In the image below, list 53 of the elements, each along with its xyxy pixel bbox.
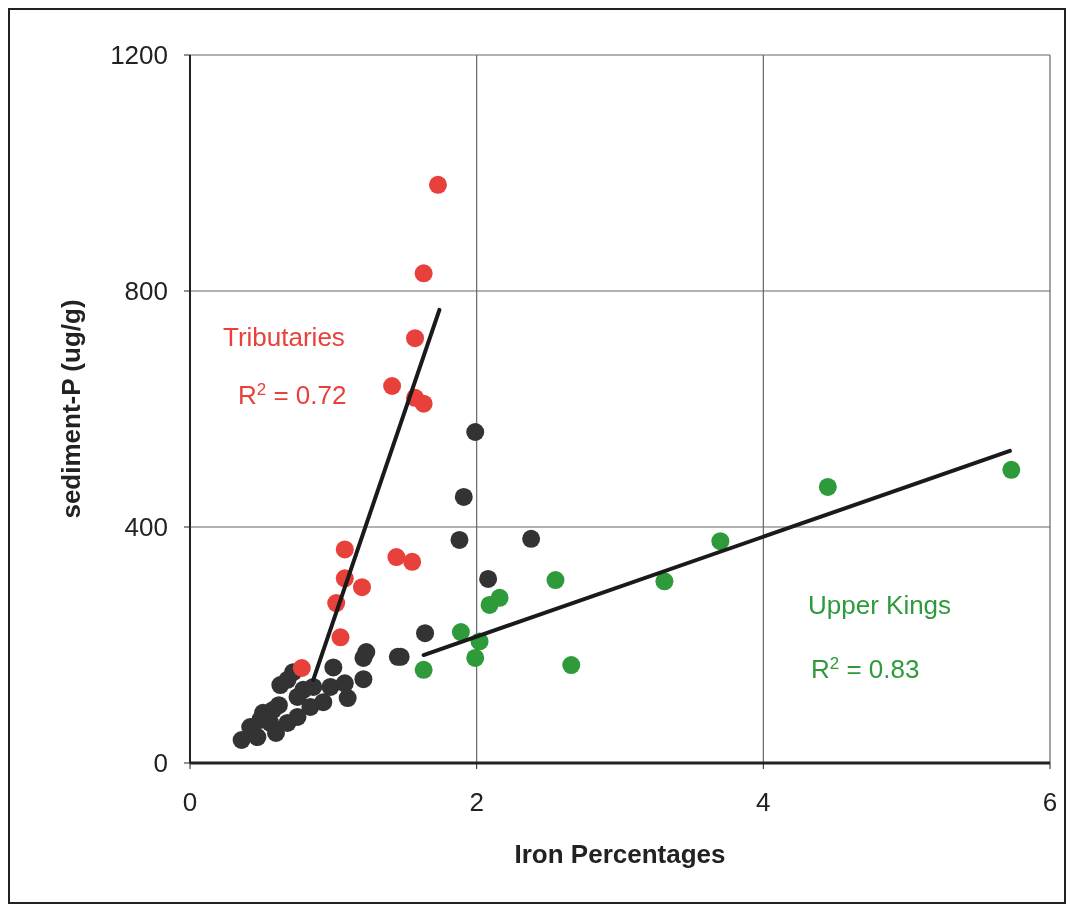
point bbox=[416, 624, 435, 643]
point bbox=[479, 569, 498, 588]
point bbox=[562, 656, 581, 675]
point bbox=[450, 530, 469, 549]
x-axis-title: Iron Percentages bbox=[514, 839, 726, 869]
annotation: R$^{2}$ = 0.72 bbox=[238, 379, 347, 410]
point bbox=[414, 660, 433, 679]
y-tick-label: 400 bbox=[124, 512, 168, 543]
point bbox=[335, 540, 354, 559]
x-tick-label: 2 bbox=[469, 787, 484, 817]
point bbox=[818, 477, 837, 496]
annotation: Tributaries bbox=[223, 322, 345, 352]
point bbox=[655, 572, 674, 591]
point bbox=[278, 713, 297, 732]
point bbox=[324, 658, 343, 677]
point bbox=[335, 674, 354, 693]
point bbox=[466, 648, 485, 667]
point bbox=[267, 723, 285, 742]
point bbox=[292, 659, 311, 678]
point bbox=[1002, 460, 1021, 479]
y-axis-title: sediment-P (ug/g) bbox=[56, 299, 86, 519]
point bbox=[304, 677, 323, 696]
point bbox=[406, 329, 425, 348]
point bbox=[466, 423, 485, 442]
point bbox=[278, 670, 297, 689]
point bbox=[414, 394, 433, 413]
point bbox=[546, 571, 565, 590]
annotation: R$^{2}$ = 0.83 bbox=[811, 653, 920, 684]
point bbox=[387, 548, 406, 567]
point bbox=[338, 689, 357, 708]
point bbox=[288, 687, 307, 706]
point bbox=[403, 552, 422, 571]
point bbox=[354, 670, 373, 689]
point bbox=[711, 532, 730, 551]
y-tick-label: 800 bbox=[124, 276, 168, 307]
point bbox=[353, 578, 371, 597]
point bbox=[454, 487, 473, 506]
point bbox=[331, 628, 350, 647]
y-tick-label: 1200 bbox=[110, 40, 168, 71]
point bbox=[414, 264, 433, 283]
y-tick-label: 0 bbox=[153, 748, 168, 779]
point bbox=[451, 623, 470, 642]
x-tick-label: 0 bbox=[182, 787, 198, 817]
point bbox=[248, 728, 267, 747]
point bbox=[428, 175, 447, 194]
point bbox=[522, 529, 541, 548]
point bbox=[490, 588, 509, 607]
point bbox=[264, 700, 283, 719]
point bbox=[301, 697, 320, 716]
annotation: Upper Kings bbox=[808, 590, 952, 620]
point bbox=[383, 376, 402, 395]
x-tick-label: 4 bbox=[756, 787, 771, 817]
x-tick-label: 6 bbox=[1042, 787, 1058, 817]
